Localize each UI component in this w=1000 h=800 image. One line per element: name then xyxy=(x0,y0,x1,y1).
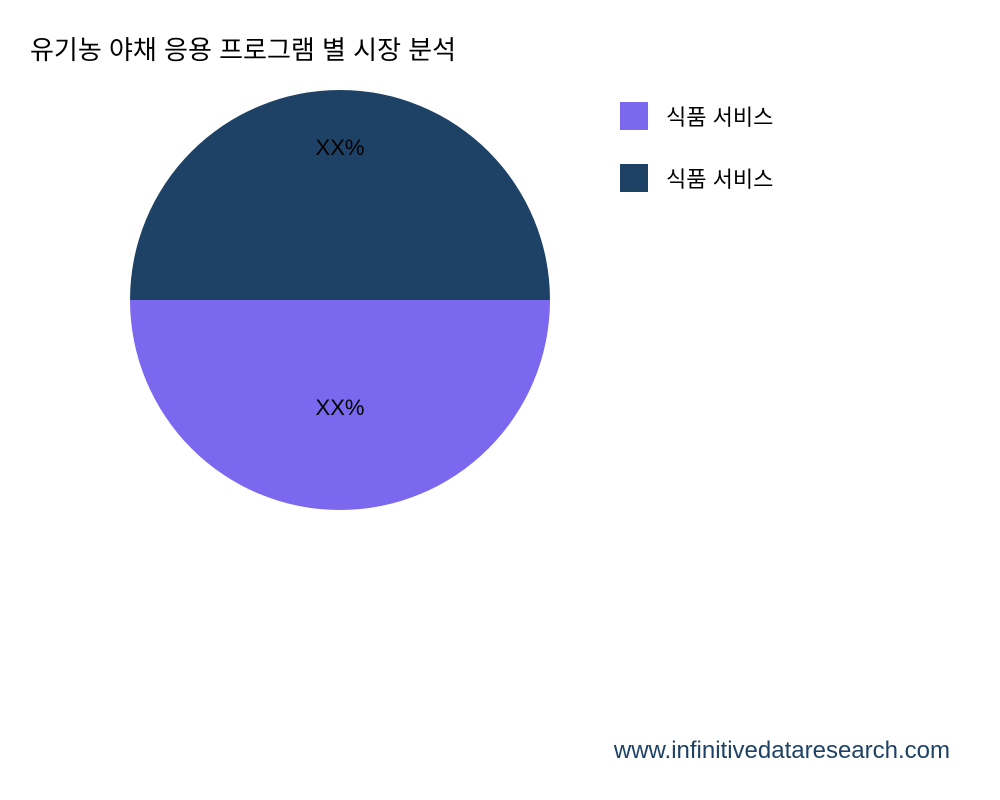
footer-url: www.infinitivedataresearch.com xyxy=(614,737,950,765)
legend-item: 식품 서비스 xyxy=(620,100,773,132)
pie-slice-top xyxy=(130,90,550,300)
legend-item: 식품 서비스 xyxy=(620,162,773,194)
legend-label: 식품 서비스 xyxy=(666,100,773,132)
legend-swatch xyxy=(620,164,648,192)
chart-title: 유기농 야채 응용 프로그램 별 시장 분석 xyxy=(30,30,456,67)
pie-chart-container: XX% XX% xyxy=(130,90,550,510)
slice-label-bottom: XX% xyxy=(316,395,365,421)
slice-label-top: XX% xyxy=(316,135,365,161)
chart-legend: 식품 서비스 식품 서비스 xyxy=(620,100,773,224)
legend-label: 식품 서비스 xyxy=(666,162,773,194)
legend-swatch xyxy=(620,102,648,130)
